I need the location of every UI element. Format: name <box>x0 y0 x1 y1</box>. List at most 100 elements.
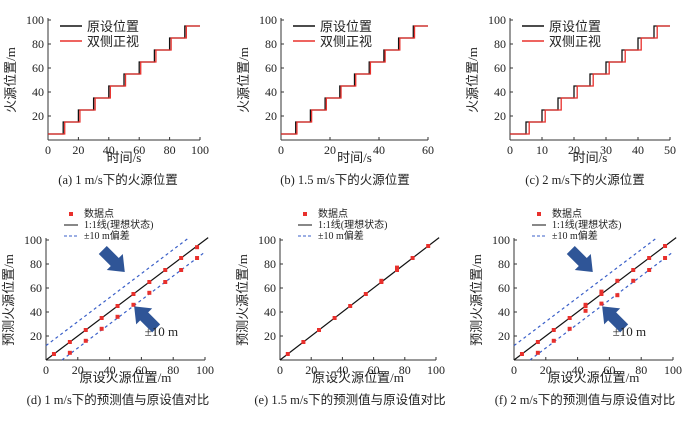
x-tick-label: 60 <box>135 363 147 377</box>
data-point <box>348 304 353 308</box>
data-point <box>179 256 184 260</box>
x-tick-label: 100 <box>664 363 682 377</box>
x-tick-label: 40 <box>373 143 385 157</box>
x-tick-label: 60 <box>422 143 434 157</box>
x-tick-label: 100 <box>191 143 209 157</box>
x-tick-label: 30 <box>600 143 612 157</box>
data-point <box>631 268 636 272</box>
legend-label: 1:1线(理想状态) <box>84 218 153 231</box>
legend-label: 双侧正视 <box>549 34 601 49</box>
data-point <box>551 328 556 332</box>
x-tick-label: 80 <box>167 363 179 377</box>
chart-d: 0 20 40 60 80 100 20 40 60 80 100 原设火源位置/m 预测火源位置/m (… <box>1 207 214 407</box>
data-point <box>99 326 104 331</box>
legend-label: 双侧正视 <box>87 34 139 49</box>
data-point <box>395 268 399 272</box>
data-point <box>179 268 184 272</box>
x-axis-label: 原设火源位置/m <box>80 370 172 385</box>
y-tick-label: 20 <box>30 329 42 343</box>
data-point <box>567 316 572 320</box>
x-tick-label: 40 <box>632 143 644 157</box>
y-tick-label: 100 <box>492 233 510 247</box>
lower-deviation-line <box>529 251 674 361</box>
legend-label: ±10 m偏差 <box>318 229 364 242</box>
y-tick-label: 40 <box>494 85 506 99</box>
data-point <box>332 316 337 320</box>
data-point <box>519 352 524 356</box>
data-point <box>599 292 604 296</box>
x-tick-label: 60 <box>368 363 380 377</box>
data-point <box>363 292 368 296</box>
legend-label: 数据点 <box>552 207 582 220</box>
series-line-0 <box>48 25 200 135</box>
legend-label: 原设位置 <box>320 19 372 34</box>
x-tick-label: 80 <box>399 363 411 377</box>
y-tick-label: 20 <box>265 109 277 123</box>
y-axis-label: 预测火源位置/m <box>1 254 16 346</box>
data-point <box>163 280 168 284</box>
chart-e: 0 20 40 60 80 100 20 40 60 80 100 原设火源位置/m 预测火源位置/m (… <box>235 207 446 407</box>
data-point <box>599 289 604 294</box>
data-point <box>115 314 120 319</box>
x-axis-label: 原设火源位置/m <box>312 370 404 385</box>
x-tick-label: 100 <box>427 363 445 377</box>
chart-caption: (e) 1.5 m/s下的预测值与原设值对比 <box>254 392 445 407</box>
data-point <box>615 278 620 283</box>
x-tick-label: 20 <box>540 363 552 377</box>
data-point <box>99 316 104 320</box>
y-axis-label: 火源位置/m <box>3 47 18 113</box>
x-axis-label: 时间/s <box>337 150 372 165</box>
legend-label: 1:1线(理想状态) <box>318 218 387 231</box>
data-point <box>535 350 540 355</box>
x-tick-label: 60 <box>603 363 615 377</box>
data-point <box>285 352 290 356</box>
arrow-down-right-icon <box>566 246 593 272</box>
y-tick-label: 20 <box>264 329 276 343</box>
legend-label: 数据点 <box>84 207 114 220</box>
y-tick-label: 80 <box>30 257 42 271</box>
data-point <box>131 292 136 296</box>
x-tick-label: 40 <box>104 363 116 377</box>
y-tick-label: 100 <box>258 233 276 247</box>
y-tick-label: 20 <box>498 329 510 343</box>
data-point <box>551 338 556 343</box>
y-tick-label: 80 <box>32 37 44 51</box>
data-point <box>301 340 306 344</box>
data-point <box>567 326 572 331</box>
legend-swatch-points <box>69 212 73 216</box>
chart-caption: (b) 1.5 m/s下的火源位置 <box>280 172 410 187</box>
legend-label: 双侧正视 <box>320 34 372 49</box>
chart-f: 0 20 40 60 80 100 20 40 60 80 100 原设火源位置/m 预测火源位置/m (… <box>469 207 682 407</box>
series-line-1 <box>510 25 670 135</box>
y-tick-label: 80 <box>494 37 506 51</box>
data-point <box>583 308 588 313</box>
x-tick-label: 20 <box>568 143 580 157</box>
x-tick-label: 80 <box>635 363 647 377</box>
data-point <box>83 338 88 343</box>
y-tick-label: 80 <box>265 37 277 51</box>
x-axis-label: 原设火源位置/m <box>548 370 640 385</box>
y-tick-label: 20 <box>32 109 44 123</box>
y-tick-label: 40 <box>264 305 276 319</box>
legend-label: 原设位置 <box>87 19 139 34</box>
data-point <box>410 256 415 260</box>
data-point <box>317 328 321 332</box>
x-axis-label: 时间/s <box>107 150 142 165</box>
data-point <box>663 256 668 260</box>
data-point <box>195 256 200 260</box>
y-tick-label: 60 <box>494 61 506 75</box>
x-tick-label: 60 <box>133 143 145 157</box>
x-tick-label: 0 <box>511 363 517 377</box>
y-tick-label: 60 <box>498 281 510 295</box>
data-point <box>115 304 120 308</box>
series-line-0 <box>281 25 428 135</box>
data-point <box>395 265 399 270</box>
chart-caption: (d) 1 m/s下的预测值与原设值对比 <box>27 392 210 407</box>
x-tick-label: 0 <box>277 363 283 377</box>
data-point <box>67 350 72 355</box>
legend-label: 原设位置 <box>549 19 601 34</box>
legend-swatch-points <box>537 212 541 216</box>
x-axis-label: 时间/s <box>573 150 608 165</box>
data-point <box>599 301 604 306</box>
